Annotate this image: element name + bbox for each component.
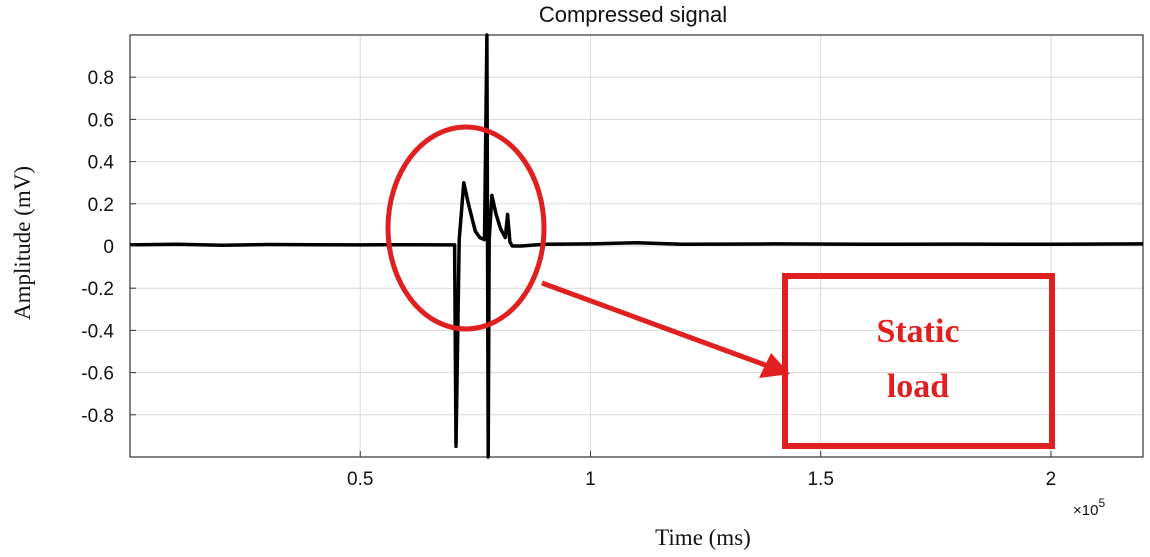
y-tick-label: -0.6 xyxy=(81,364,114,385)
y-tick-label: -0.4 xyxy=(81,321,114,342)
x-multiplier-exponent: 5 xyxy=(1098,496,1105,510)
y-tick-label: -0.2 xyxy=(81,279,114,300)
highlight-ellipse xyxy=(385,124,547,332)
x-multiplier-base: ×10 xyxy=(1073,502,1098,519)
static-load-label-line2: load xyxy=(887,368,949,405)
x-axis-label: Time (ms) xyxy=(655,525,751,550)
annotation-arrow xyxy=(541,280,769,369)
x-ticks: 0.5 1 1.5 2 xyxy=(347,451,1056,490)
series-group xyxy=(129,33,1144,459)
signal-line xyxy=(129,33,1144,459)
x-axis-multiplier: ×105 xyxy=(1073,496,1105,519)
x-tick-label: 1.5 xyxy=(807,469,833,490)
x-tick-label: 0.5 xyxy=(347,469,373,490)
x-tick-label: 2 xyxy=(1046,469,1057,490)
y-tick-label: 0.8 xyxy=(88,68,114,89)
annotations: Static load xyxy=(385,124,1055,449)
y-tick-label: 0.6 xyxy=(88,110,114,131)
x-tick-label: 1 xyxy=(585,469,596,490)
static-load-box xyxy=(782,273,1055,449)
y-tick-label: 0.4 xyxy=(88,153,115,174)
y-axis-label: Amplitude (mV) xyxy=(10,166,35,320)
static-load-label-line1: Static xyxy=(876,313,959,350)
y-ticks: 0.8 0.6 0.4 0.2 0 -0.2 -0.4 -0.6 -0.8 xyxy=(81,68,136,427)
y-tick-label: -0.8 xyxy=(81,406,114,427)
y-tick-label: 0 xyxy=(103,237,114,258)
chart-title: Compressed signal xyxy=(539,2,727,27)
y-tick-label: 0.2 xyxy=(88,195,114,216)
